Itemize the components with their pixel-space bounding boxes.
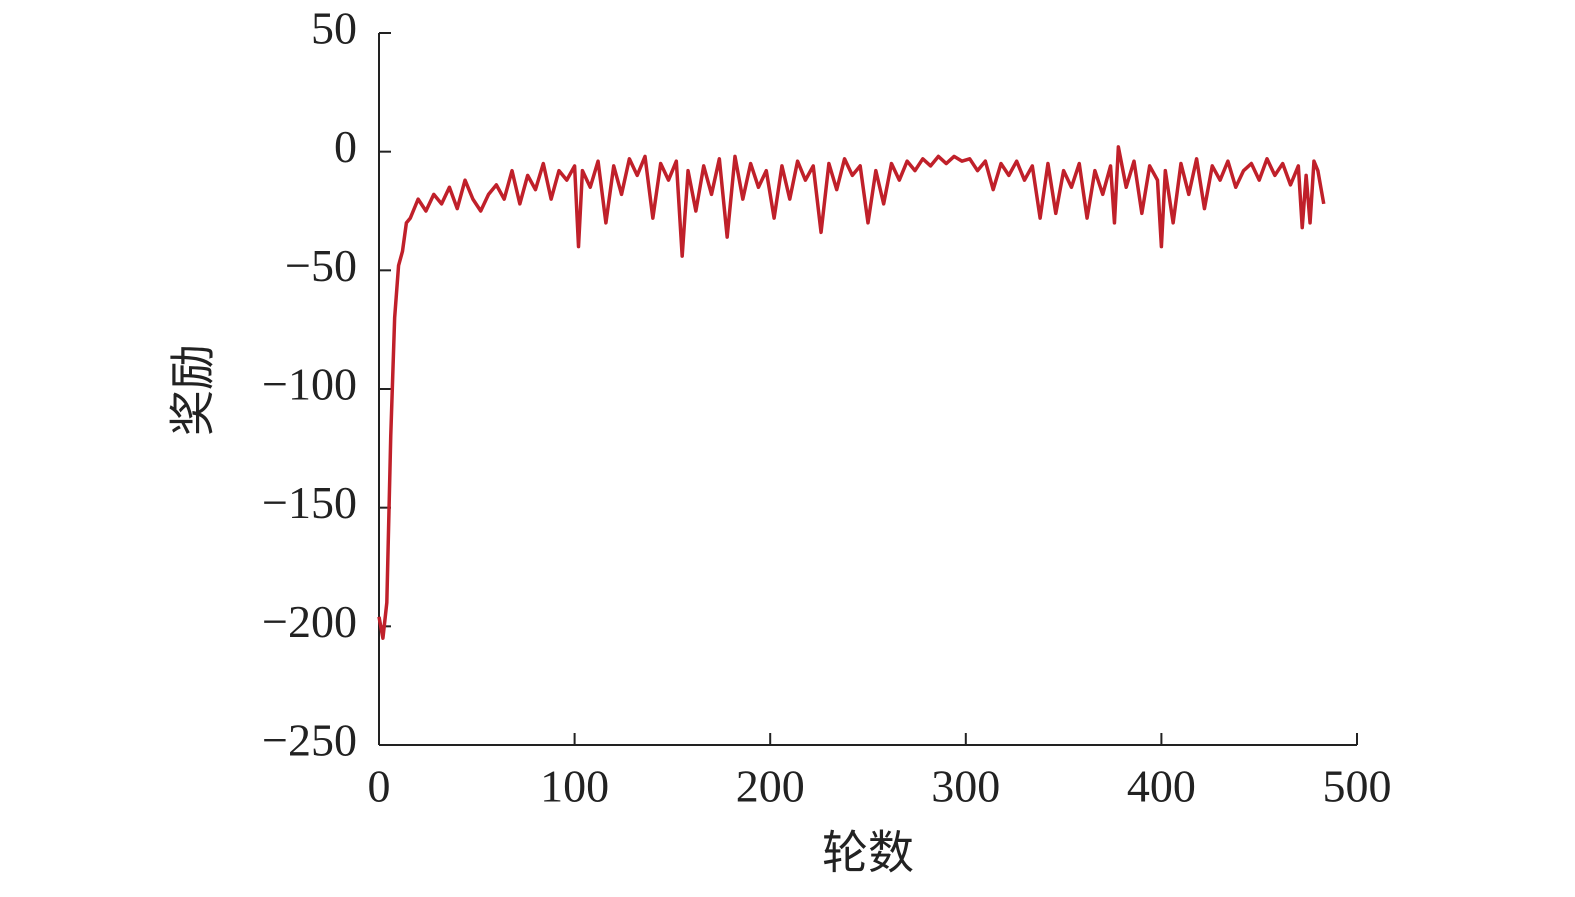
y-tick-label: 50 <box>311 3 357 54</box>
y-tick-label: −250 <box>262 715 357 766</box>
data-line <box>377 145 1326 640</box>
y-tick-label: −100 <box>262 359 357 410</box>
x-axis-label: 轮数 <box>822 828 914 879</box>
y-axis-label: 奖励 <box>168 344 219 436</box>
y-tick-label: −200 <box>262 596 357 647</box>
x-tick-label: 500 <box>1323 761 1392 812</box>
y-tick-label: −50 <box>285 240 357 291</box>
x-tick-label: 200 <box>736 761 805 812</box>
x-tick-label: 300 <box>931 761 1000 812</box>
x-tick-label: 400 <box>1127 761 1196 812</box>
x-tick-label: 100 <box>540 761 609 812</box>
y-tick-label: 0 <box>334 121 357 172</box>
x-tick-label: 0 <box>368 761 391 812</box>
y-tick-label: −150 <box>262 477 357 528</box>
